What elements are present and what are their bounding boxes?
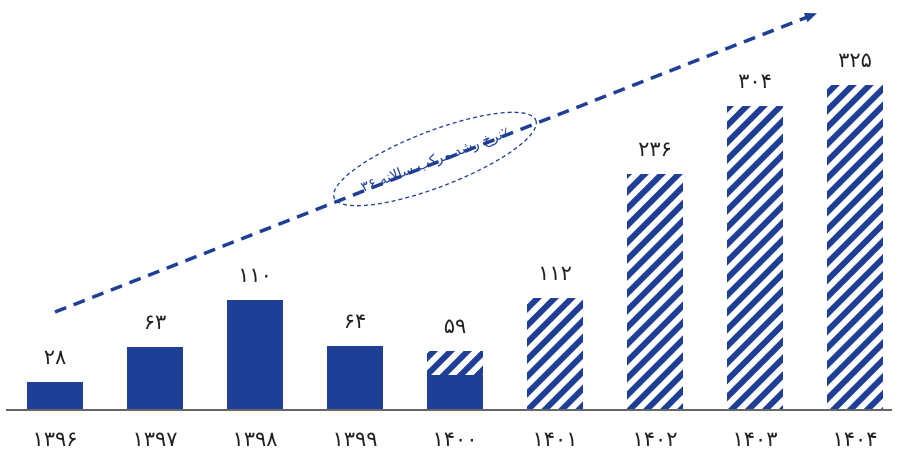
x-tick-label-2: ۱۳۹۸ [232, 427, 277, 451]
forecast-bar-6 [627, 174, 683, 410]
x-tick-label-5: ۱۴۰۱ [532, 427, 577, 451]
cagr-label: نرخ رشد مرکب سالانه ۳۶٪ [359, 124, 512, 196]
x-tick-label-3: ۱۳۹۹ [332, 427, 377, 451]
forecast-bar-7 [727, 106, 783, 410]
cagr-ellipse [333, 111, 537, 207]
value-label-4: ۵۹ [444, 314, 467, 338]
x-tick-label-0: ۱۳۹۶ [32, 427, 77, 451]
value-label-7: ۳۰۴ [738, 69, 772, 93]
forecast-bar-5 [527, 298, 583, 410]
x-tick-label-7: ۱۴۰۳ [732, 427, 777, 451]
actual-bar-0 [27, 382, 83, 410]
value-label-1: ۶۳ [144, 310, 167, 334]
tick-labels-group: ۱۳۹۶ ۱۳۹۷ ۱۳۹۸ ۱۳۹۹ ۱۴۰۰ ۱۴۰۱ ۱۴۰۲ ۱۴۰۳ ۱۴۰۴ [32, 427, 877, 451]
actual-bar-1 [127, 347, 183, 410]
value-label-3: ۶۴ [344, 309, 367, 333]
value-label-2: ۱۱۰ [238, 263, 272, 287]
value-label-8: ۳۲۵ [838, 48, 872, 72]
x-tick-label-6: ۱۴۰۲ [632, 427, 677, 451]
forecast-bar-8 [827, 85, 883, 410]
value-label-5: ۱۱۲ [538, 261, 572, 285]
x-tick-label-1: ۱۳۹۷ [132, 427, 177, 451]
value-label-6: ۲۳۶ [638, 137, 672, 161]
actual-bar-4 [427, 375, 483, 410]
value-label-0: ۲۸ [44, 345, 67, 369]
actual-bar-2 [227, 300, 283, 410]
actual-bar-3 [327, 346, 383, 410]
x-tick-label-8: ۱۴۰۴ [832, 427, 877, 451]
value-labels-group: ۲۸ ۶۳ ۱۱۰ ۶۴ ۵۹ ۱۱۲ ۲۳۶ ۳۰۴ ۳۲۵ [44, 48, 872, 369]
x-tick-label-4: ۱۴۰۰ [432, 427, 477, 451]
bars-group [27, 85, 883, 410]
cagr-arrow [54, 12, 817, 314]
cagr-annotation: نرخ رشد مرکب سالانه ۳۶٪ [54, 12, 817, 314]
